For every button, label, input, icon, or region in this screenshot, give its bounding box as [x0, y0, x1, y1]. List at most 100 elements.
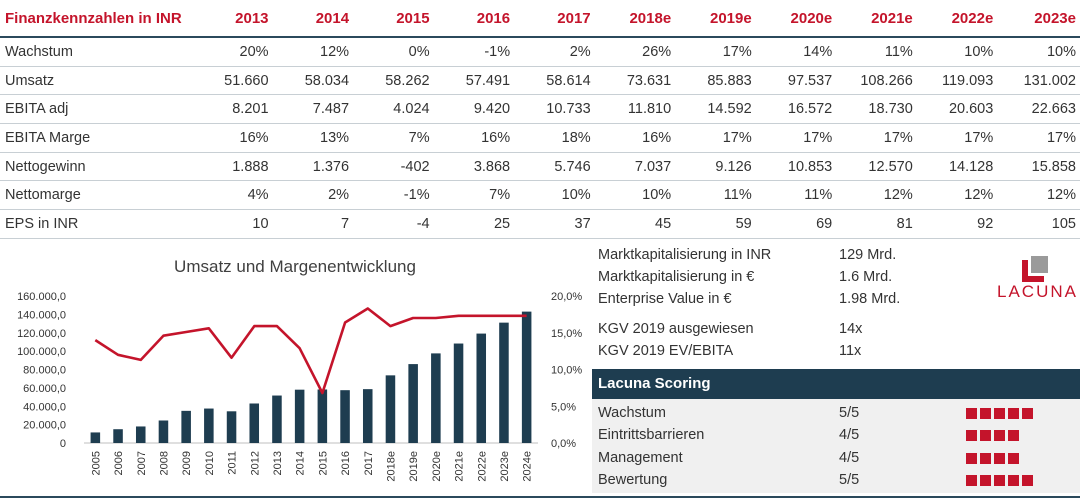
table-cell: 73.631	[596, 66, 678, 96]
table-cell: 1.888	[194, 152, 275, 182]
info-value: 1.6 Mrd.	[839, 269, 893, 285]
info-label: Enterprise Value in €	[598, 291, 732, 307]
table-row: Wachstum 20% 12% 0% -1% 2% 26% 17% 14% 11% 10% 10%	[0, 37, 1080, 67]
table-cell: 2%	[516, 37, 597, 67]
x-tick-label: 2010	[204, 451, 216, 475]
table-cell: 25	[435, 209, 517, 239]
table-cell: 37	[516, 209, 597, 239]
row-label: Nettomarge	[0, 180, 194, 211]
table-cell: 51.660	[194, 66, 275, 96]
bar	[181, 410, 191, 443]
x-tick-label: 2022e	[476, 451, 488, 482]
x-tick-label: 2006	[113, 451, 125, 475]
column-header-year: 2017	[557, 9, 591, 27]
table-cell: 7	[274, 209, 356, 239]
y-left-tick-label: 120.000,0	[17, 328, 66, 340]
x-tick-label: 2005	[90, 451, 102, 475]
score-square-icon	[980, 408, 991, 419]
table-cell: -4	[355, 209, 436, 239]
bar	[476, 333, 487, 443]
table-cell: 8.201	[194, 94, 275, 125]
table-cell: 97.537	[757, 66, 839, 96]
table-cell: 12%	[838, 180, 919, 211]
score-value: 5/5	[839, 405, 860, 421]
table-row: EBITA Marge 16% 13% 7% 16% 18% 16% 17% 17% 17% 17%…	[0, 123, 1080, 153]
table-cell: 58.262	[355, 66, 436, 96]
table-cell: 2%	[274, 180, 356, 211]
bar	[294, 389, 305, 443]
table-cell: 18.730	[838, 94, 919, 125]
y-right-tick-label: 5,0%	[551, 401, 576, 413]
column-header-year: 2014	[315, 9, 350, 27]
x-tick-label: 2021e	[454, 451, 466, 482]
table-cell: 105	[999, 209, 1080, 239]
info-label: KGV 2019 EV/EBITA	[598, 343, 734, 359]
score-value: 5/5	[839, 471, 860, 488]
score-label: Bewertung	[598, 471, 668, 488]
table-cell: 0%	[355, 37, 436, 67]
table-cell: 10.853	[757, 152, 839, 182]
table-cell: 4%	[194, 180, 275, 211]
y-left-tick-label: 100.000,0	[17, 346, 66, 358]
row-label: EPS in INR	[0, 209, 194, 239]
table-cell: 11%	[838, 37, 919, 67]
table-cell: 57.491	[435, 66, 517, 96]
score-square-icon	[966, 452, 977, 464]
score-row: Eintrittsbarrieren 4/5	[592, 425, 1080, 447]
table-row: EPS in INR 10 7 -4 25 37 45 59 69 81 92 105	[0, 209, 1080, 239]
table-cell: 4.024	[355, 94, 436, 125]
table-cell: 58.614	[516, 66, 597, 96]
bar	[113, 429, 123, 443]
bar	[226, 411, 237, 443]
table-cell: 14%	[757, 37, 839, 67]
table-cell: 7.487	[274, 94, 356, 125]
table-cell: -402	[355, 152, 436, 182]
score-square-icon	[1008, 408, 1019, 419]
table-cell: 14.592	[677, 94, 758, 125]
table-cell: 7.037	[596, 152, 678, 182]
score-value: 4/5	[839, 449, 860, 466]
row-label: Umsatz	[0, 66, 194, 96]
table-title: Finanzkennzahlen in INR	[5, 9, 182, 27]
score-square-icon	[980, 474, 991, 486]
table-cell: 12%	[999, 180, 1080, 211]
y-left-tick-label: 40.000,0	[23, 401, 66, 413]
score-square-icon	[966, 430, 977, 442]
column-header-year: 2023e	[1034, 9, 1076, 27]
table-cell: 14.128	[918, 152, 1000, 182]
table-cell: 20.603	[918, 94, 1000, 125]
scoring-list: Wachstum 5/5 Eintrittsbarrieren 4/5 Manageme…	[592, 399, 1080, 493]
info-label: Marktkapitalisierung in €	[598, 269, 755, 285]
revenue-margin-chart: 0 20.000,0 40.000,0 60.000,0 80.000,0 100.000…	[17, 291, 582, 482]
table-cell: 26%	[596, 37, 678, 67]
table-cell: 10.733	[516, 94, 597, 125]
bar	[453, 343, 464, 443]
score-square-icon	[1008, 452, 1019, 464]
table-row: Nettomarge 4% 2% -1% 7% 10% 10% 11% 11% 12% 12% 12%	[0, 180, 1080, 211]
score-square-icon	[980, 430, 991, 442]
bar	[204, 408, 214, 443]
x-tick-label: 2024e	[522, 451, 534, 482]
table-cell: 92	[918, 209, 1000, 239]
score-square-icon	[1022, 474, 1033, 486]
table-cell: 20%	[194, 37, 275, 67]
bar	[272, 395, 282, 443]
table-cell: 69	[757, 209, 839, 239]
table-cell: 131.002	[999, 66, 1080, 96]
table-cell: 10%	[999, 37, 1080, 67]
bar	[408, 364, 418, 443]
x-tick-label: 2012	[249, 451, 261, 475]
table-cell: 85.883	[677, 66, 758, 96]
table-cell: 17%	[918, 123, 1000, 153]
scoring-header: Lacuna Scoring	[592, 369, 1080, 399]
x-tick-label: 2008	[158, 451, 170, 475]
score-row: Bewertung 5/5	[592, 470, 1080, 492]
info-value: 129 Mrd.	[839, 247, 897, 263]
table-cell: 12.570	[838, 152, 919, 182]
score-square-icon	[980, 452, 991, 464]
score-square-icon	[994, 408, 1005, 419]
y-left-tick-label: 160.000,0	[17, 291, 66, 303]
table-cell: 17%	[757, 123, 839, 153]
info-label: Marktkapitalisierung in INR	[598, 247, 772, 263]
table-cell: 16.572	[757, 94, 839, 125]
